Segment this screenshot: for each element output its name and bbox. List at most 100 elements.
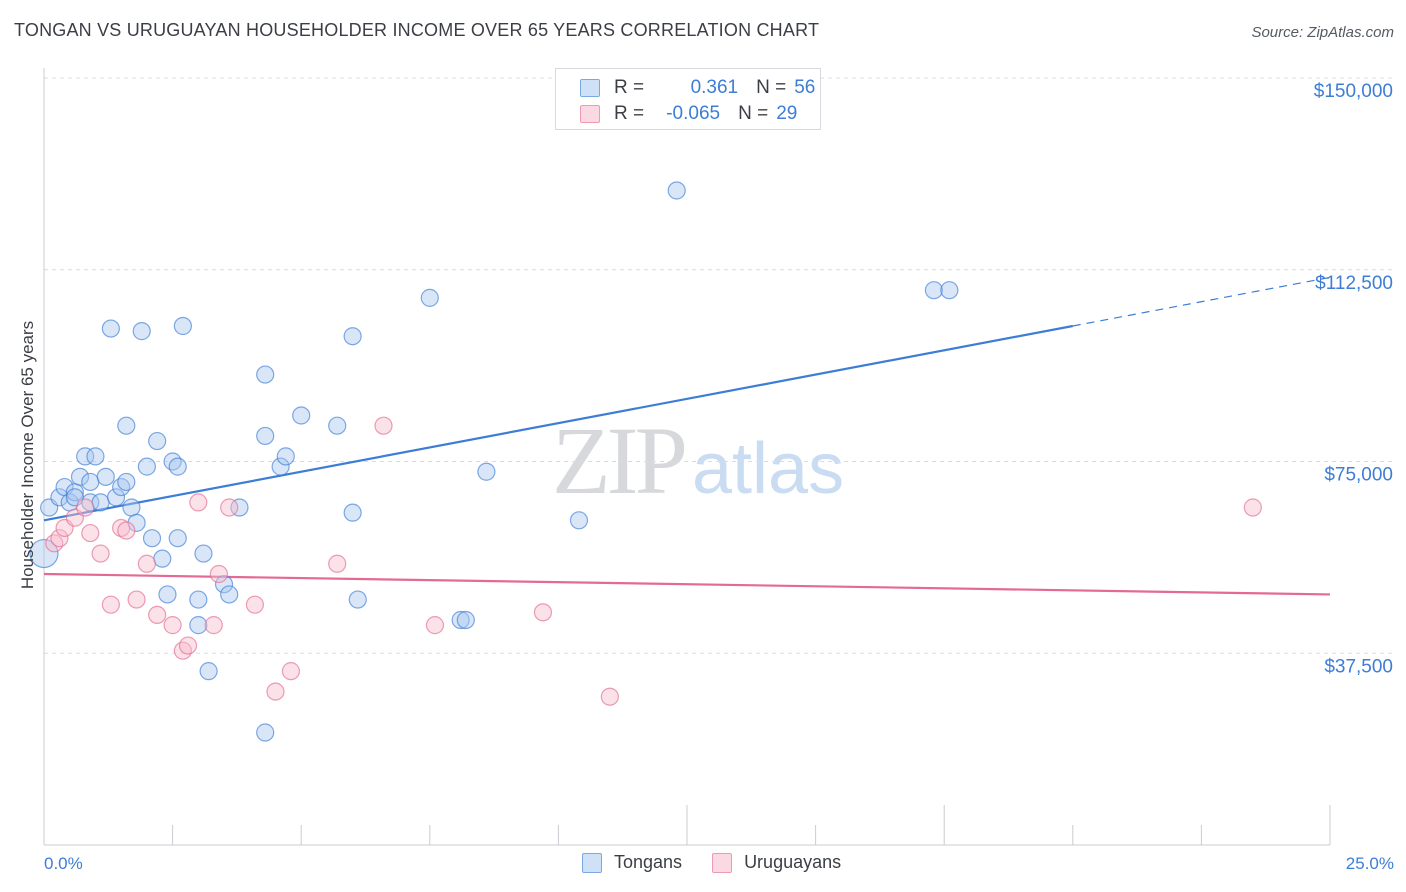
tongan-point <box>81 472 100 492</box>
uruguayan-point <box>189 493 208 512</box>
x-tick-label: 25.0% <box>1346 854 1394 873</box>
tongan-point <box>214 575 234 594</box>
axes <box>43 68 1331 846</box>
uruguayan-point <box>137 554 156 573</box>
tongan-point <box>271 457 290 476</box>
legend-item-uruguayans: Uruguayans <box>712 852 841 873</box>
legend-label-tongans: Tongans <box>614 852 683 872</box>
tongan-point <box>86 447 105 466</box>
tongan-point <box>230 498 249 517</box>
uruguayan-point <box>117 521 136 540</box>
tongan-point <box>220 585 239 604</box>
grid-lines <box>44 77 1395 654</box>
uruguayan-point <box>45 534 64 553</box>
y-tick-label: $37,500 <box>1324 656 1393 677</box>
uruguayan-point <box>281 662 301 681</box>
tick-labels: $37,500 $75,000 $112,500 $150,000 0.0% 25.0% <box>44 81 1394 873</box>
legend-row-uruguayans: R = -0.065 N = 29 <box>580 101 797 127</box>
uruguayan-point <box>600 687 619 706</box>
tongan-point <box>158 585 177 604</box>
uruguayan-point <box>81 523 100 543</box>
uruguayan-point <box>245 595 265 614</box>
correlation-legend: R = 0.361 N = 56 R = -0.065 N = 29 <box>555 68 821 130</box>
tongan-point <box>168 529 187 548</box>
tongan-point <box>122 498 141 517</box>
tongan-point <box>667 181 686 200</box>
tongan-point <box>137 457 156 476</box>
series-legend: Tongans Uruguayans <box>582 852 871 873</box>
tongan-point <box>81 493 100 512</box>
tongan-point <box>189 616 208 635</box>
data-points <box>29 181 1262 742</box>
tongan-point <box>256 365 275 384</box>
tongan-point <box>29 538 59 569</box>
tongan-point <box>96 467 115 486</box>
x-tick-label: 0.0% <box>44 854 83 873</box>
uruguayan-point <box>173 641 192 660</box>
uruguayan-point <box>425 616 445 635</box>
legend-n-value: 56 <box>794 77 816 98</box>
legend-swatch-tongans <box>580 79 600 97</box>
legend-n-label: N = <box>756 77 787 98</box>
uruguayan-point <box>266 682 285 701</box>
tongan-point <box>148 431 167 451</box>
uruguayan-point <box>148 605 167 625</box>
tongan-point <box>132 322 151 341</box>
legend-swatch-uruguayans <box>580 105 600 123</box>
legend-n-label: N = <box>738 103 769 124</box>
tongan-point <box>168 457 187 476</box>
tongan-point <box>456 610 475 630</box>
tongan-point <box>117 416 136 435</box>
y-tick-label: $150,000 <box>1314 81 1393 102</box>
uruguayan-point <box>76 498 95 517</box>
tongan-point <box>142 529 162 548</box>
tongan-trend-line <box>43 324 1074 522</box>
tongan-point <box>91 493 110 512</box>
uruguayan-point <box>91 544 110 563</box>
tongan-point <box>343 503 362 522</box>
tongan-point <box>292 406 311 425</box>
tongan-point <box>153 549 172 568</box>
tongan-point <box>256 723 275 742</box>
tongan-point <box>76 447 95 466</box>
tongan-point <box>117 472 136 492</box>
uruguayan-point <box>50 529 69 548</box>
tongan-point <box>569 511 589 530</box>
tongan-point <box>189 590 208 609</box>
tongan-point <box>940 281 959 300</box>
uruguayan-trend-line <box>43 572 1331 596</box>
tongan-trend-extension <box>1072 276 1331 327</box>
legend-r-label: R = <box>614 77 645 98</box>
tongan-point <box>194 544 213 563</box>
trend-lines <box>43 276 1331 596</box>
tongan-point <box>199 662 218 681</box>
tongan-point <box>420 288 439 307</box>
tongan-point <box>256 426 275 446</box>
uruguayan-point <box>220 498 239 517</box>
legend-n-value: 29 <box>776 103 798 124</box>
legend-swatch-uruguayans <box>712 852 733 873</box>
uruguayan-point <box>328 554 347 573</box>
tongan-point <box>328 416 347 435</box>
tongan-point <box>477 462 496 481</box>
uruguayan-point <box>204 616 223 635</box>
uruguayan-point <box>374 416 393 435</box>
uruguayan-point <box>209 564 228 584</box>
legend-r-label: R = <box>614 103 645 124</box>
uruguayan-point <box>533 603 553 622</box>
source-label: Source: ZipAtlas.com <box>1251 24 1394 41</box>
uruguayan-point <box>1243 498 1262 517</box>
tongan-point <box>70 467 90 486</box>
legend-row-tongans: R = 0.361 N = 56 <box>580 75 815 101</box>
uruguayan-point <box>127 590 146 609</box>
legend-swatch-tongans <box>582 852 602 873</box>
y-axis-label: Householder Income Over 65 years <box>18 320 37 590</box>
tongan-point <box>276 447 295 466</box>
uruguayan-point <box>178 636 198 655</box>
y-tick-label: $112,500 <box>1315 273 1393 294</box>
tongan-point <box>451 610 470 630</box>
tongan-point <box>112 477 131 497</box>
tongan-point <box>173 316 192 336</box>
uruguayan-point <box>101 595 120 614</box>
